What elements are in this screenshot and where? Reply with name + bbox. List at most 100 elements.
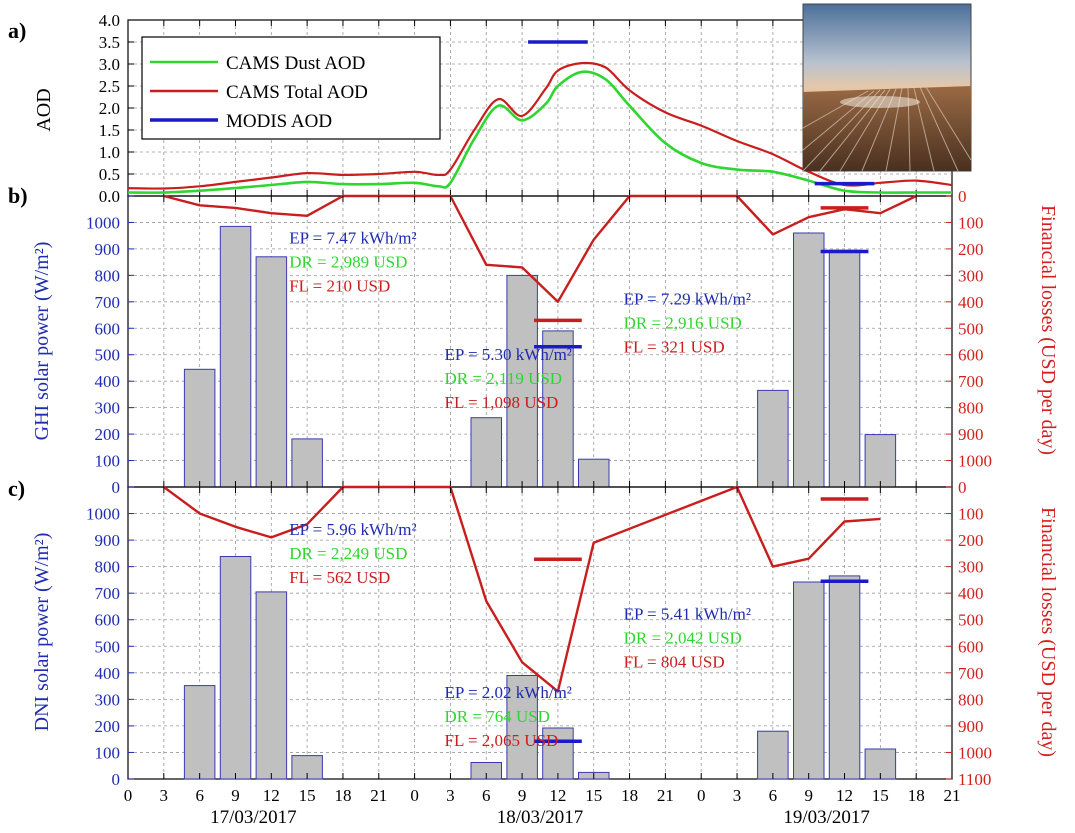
right-tick-label: 200 <box>958 240 984 259</box>
x-tick-label: 12 <box>549 786 566 805</box>
right-tick-label: 600 <box>958 346 984 365</box>
panel-a-series <box>127 40 953 194</box>
x-tick-labels: 0 3 6 9 12 15 18 21 0 3 6 9 12 15 18 21 0 3 6 9 12 15 18 21 <box>124 786 961 805</box>
y-tick-label: 0.5 <box>99 165 120 184</box>
panel-c-frame <box>127 486 953 780</box>
y-tick-label: 3.5 <box>99 33 120 52</box>
financial-loss-line <box>163 194 917 303</box>
panel-b-right-axis-label: Financial losses (USD per day) <box>1037 205 1059 455</box>
y-tick-label: 100 <box>95 743 121 762</box>
right-tick-label: 1100 <box>958 770 991 789</box>
y-tick-label: 1000 <box>86 505 120 524</box>
y-tick-label: 800 <box>95 266 121 285</box>
irradiance-bar <box>542 330 574 488</box>
irradiance-bar <box>291 438 323 488</box>
x-tick-label: 9 <box>804 786 813 805</box>
irradiance-bar <box>793 232 825 488</box>
legend-label-modis: MODIS AOD <box>226 111 332 132</box>
x-tick-label: 6 <box>195 786 204 805</box>
annotation-dr: DR = 2,042 USD <box>624 629 742 648</box>
panel-c-ticks <box>127 486 953 780</box>
right-tick-label: 600 <box>958 637 984 656</box>
y-tick-label: 400 <box>95 664 121 683</box>
right-tick-label: 700 <box>958 664 984 683</box>
right-tick-label: 0 <box>958 478 967 497</box>
y-tick-label: 2.0 <box>99 99 120 118</box>
panel-c-y-tick-labels: 0 100 200 300 400 500 600 700 800 900 1000 <box>86 505 120 789</box>
annotation-dr: DR = 2,249 USD <box>289 544 407 563</box>
x-tick-label: 21 <box>944 786 961 805</box>
annotation-dr: DR = 2,119 USD <box>445 369 563 388</box>
annotation-fl: FL = 321 USD <box>624 338 725 357</box>
panel-b-y-axis-label: GHI solar power (W/m²) <box>31 242 53 441</box>
y-tick-label: 500 <box>95 346 121 365</box>
date-label: 17/03/2017 <box>210 807 297 828</box>
irradiance-bar <box>183 368 216 488</box>
x-tick-label: 3 <box>446 786 455 805</box>
irradiance-bar <box>864 434 897 488</box>
irradiance-bar <box>183 685 216 780</box>
y-tick-label: 600 <box>95 611 121 630</box>
right-tick-label: 800 <box>958 399 984 418</box>
x-tick-label: 0 <box>124 786 133 805</box>
annotation-ep: EP = 7.29 kWh/m² <box>624 290 751 309</box>
y-tick-label: 1.5 <box>99 121 120 140</box>
panel-c-right-axis-label: Financial losses (USD per day) <box>1037 507 1059 757</box>
right-tick-label: 100 <box>958 213 984 232</box>
right-tick-label: 1000 <box>958 743 992 762</box>
y-tick-label: 200 <box>95 717 121 736</box>
panel-b: 0 100 200 300 400 500 600 700 800 900 1000 0 100 200… <box>8 183 1059 497</box>
y-tick-label: 900 <box>95 240 121 259</box>
annotation-ep: EP = 2.02 kWh/m² <box>445 683 572 702</box>
irradiance-bar <box>757 730 789 780</box>
panel-c-y-axis-label: DNI solar power (W/m²) <box>31 533 53 732</box>
panel-a: 0.0 0.5 1.0 1.5 2.0 2.5 3.0 3.5 4.0 a) AOD CAMS … <box>8 3 972 206</box>
y-tick-label: 2.5 <box>99 77 120 96</box>
annotation-fl: FL = 1,098 USD <box>445 393 559 412</box>
panel-b-grid <box>128 196 952 487</box>
solar-farm-photo <box>802 3 972 172</box>
x-tick-label: 15 <box>585 786 602 805</box>
panel-b-label: b) <box>8 183 28 208</box>
y-tick-label: 500 <box>95 637 121 656</box>
panel-b-right-tick-labels: 0 100 200 300 400 500 600 700 800 900 1000 <box>958 187 992 471</box>
y-tick-label: 3.0 <box>99 55 120 74</box>
panel-b-annotations: EP = 7.47 kWh/m² DR = 2,989 USD FL = 210 U… <box>289 229 751 412</box>
legend-box <box>141 36 441 140</box>
y-tick-label: 100 <box>95 452 121 471</box>
annotation-fl: FL = 210 USD <box>289 277 390 296</box>
y-tick-label: 300 <box>95 399 121 418</box>
annotation-dr: DR = 2,989 USD <box>289 253 407 272</box>
y-tick-label: 700 <box>95 293 121 312</box>
irradiance-bar <box>757 389 789 488</box>
x-tick-label: 9 <box>231 786 240 805</box>
right-tick-label: 300 <box>958 266 984 285</box>
y-tick-label: 400 <box>95 372 121 391</box>
x-tick-label: 9 <box>518 786 527 805</box>
y-tick-label: 700 <box>95 584 121 603</box>
irradiance-bar <box>470 417 502 488</box>
annotation-dr: DR = 2,916 USD <box>624 314 742 333</box>
irradiance-bar <box>255 591 288 780</box>
x-tick-label: 6 <box>769 786 778 805</box>
panel-b-y-tick-labels: 0 100 200 300 400 500 600 700 800 900 1000 <box>86 213 120 497</box>
right-tick-label: 1000 <box>958 452 992 471</box>
irradiance-bar <box>219 225 252 488</box>
legend-label-total: CAMS Total AOD <box>226 82 368 103</box>
irradiance-bar <box>793 581 825 780</box>
x-tick-label: 0 <box>697 786 706 805</box>
x-tick-label: 18 <box>908 786 925 805</box>
right-tick-label: 400 <box>958 293 984 312</box>
annotation-fl: FL = 804 USD <box>624 653 725 672</box>
right-tick-label: 100 <box>958 505 984 524</box>
x-tick-label: 21 <box>657 786 674 805</box>
irradiance-bar <box>506 274 538 488</box>
right-tick-label: 400 <box>958 584 984 603</box>
y-tick-label: 800 <box>95 558 121 577</box>
panel-b-frame <box>127 195 953 488</box>
y-tick-label: 200 <box>95 425 121 444</box>
panel-c-annotations: EP = 5.96 kWh/m² DR = 2,249 USD FL = 562 U… <box>289 520 751 750</box>
right-tick-label: 900 <box>958 717 984 736</box>
